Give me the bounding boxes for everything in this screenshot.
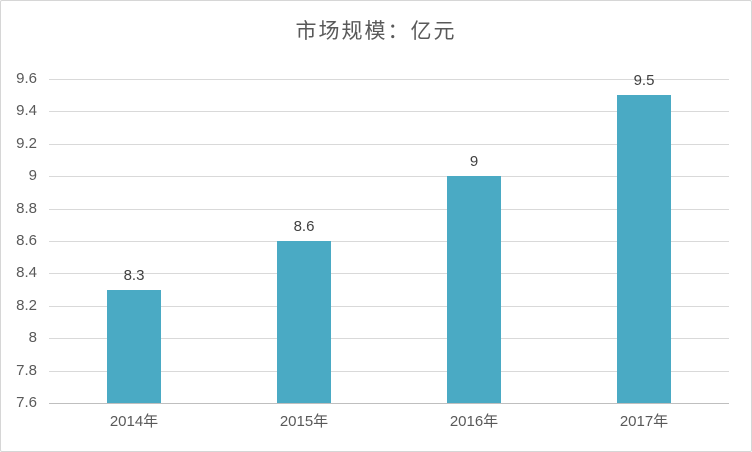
y-tick-label: 8.6 [16,232,37,249]
x-axis: 2014年 2015年 2016年 2017年 [49,411,729,433]
gridline [49,209,729,210]
y-tick-label: 7.6 [16,394,37,411]
gridline [49,306,729,307]
y-axis: 9.6 9.4 9.2 9 8.8 8.6 8.4 8.2 8 7.8 7.6 [1,70,43,411]
bar-2014年 [107,290,161,403]
x-tick-label: 2016年 [449,413,499,430]
gridline [49,79,729,80]
bar-2016年 [447,176,501,403]
gridline [49,176,729,177]
y-tick-label: 8.4 [16,264,37,281]
y-tick-label: 9.2 [16,135,37,152]
x-tick-label: 2014年 [109,413,159,430]
bar-value-label: 8.6 [293,218,315,235]
gridline [49,111,729,112]
gridline [49,144,729,145]
x-tick-label: 2015年 [279,413,329,430]
y-tick-label: 8.8 [16,200,37,217]
y-tick-label: 8 [28,329,37,346]
gridline [49,403,729,404]
x-tick-label: 2017年 [619,413,669,430]
bar-2017年 [617,95,671,403]
chart-title: 市场规模：亿元 [295,20,457,43]
gridline [49,371,729,372]
gridline [49,338,729,339]
bar-value-label: 9 [469,153,479,170]
plot-area: 8.3 8.6 9 9.5 [49,72,729,404]
bar-2015年 [277,241,331,403]
y-tick-label: 8.2 [16,297,37,314]
y-tick-label: 9.6 [16,70,37,87]
gridline [49,273,729,274]
bar-value-label: 8.3 [123,267,145,284]
bar-value-label: 9.5 [633,72,655,89]
y-tick-label: 9 [28,167,37,184]
gridline [49,241,729,242]
y-tick-label: 7.8 [16,362,37,379]
y-tick-label: 9.4 [16,102,37,119]
